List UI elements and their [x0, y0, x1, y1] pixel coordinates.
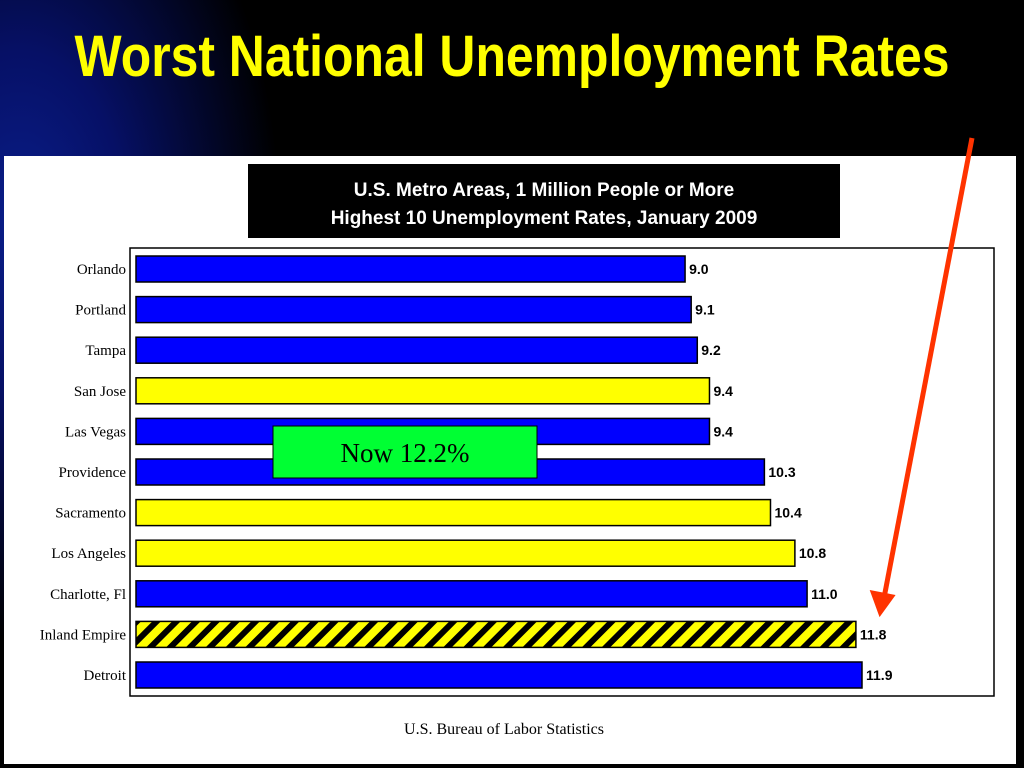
category-label: San Jose [74, 384, 126, 400]
value-label: 11.0 [811, 586, 838, 602]
value-label: 9.1 [695, 302, 715, 318]
value-label: 10.8 [799, 545, 826, 561]
value-label: 9.4 [713, 383, 733, 399]
category-label: Los Angeles [51, 546, 126, 562]
callout-text: Now 12.2% [341, 438, 470, 468]
value-label: 11.9 [866, 667, 893, 683]
category-label: Las Vegas [65, 424, 126, 440]
chart-title: U.S. Metro Areas, 1 Million People or Mo… [354, 180, 734, 201]
callout-box [272, 425, 538, 479]
category-label: Portland [75, 303, 126, 319]
bar-chart: U.S. Metro Areas, 1 Million People or Mo… [40, 164, 995, 738]
bar-orlando [135, 255, 686, 283]
value-label: 9.4 [713, 423, 733, 439]
category-label: Tampa [85, 343, 126, 359]
value-labels-layer: 9.0 9.1 9.2 9.4 9.4 10.3 10.4 10.8 11.0 11.8 11.9 [689, 261, 893, 683]
category-label: Inland Empire [40, 627, 127, 643]
category-label: Orlando [77, 262, 126, 278]
value-label: 10.4 [774, 505, 801, 521]
chart-subtitle: Highest 10 Unemployment Rates, January 2… [331, 208, 758, 229]
bar-detroit [135, 661, 863, 689]
value-label: 9.0 [689, 261, 709, 277]
bar-los-angeles [135, 539, 796, 567]
bar-portland [135, 295, 692, 324]
value-label: 9.2 [701, 342, 721, 358]
chart-title-box [248, 164, 840, 238]
category-label: Providence [59, 465, 127, 481]
slide-title: Worst National Unemployment Rates [74, 24, 950, 89]
chart-panel: U.S. Metro Areas, 1 Million People or Mo… [4, 156, 1016, 764]
category-labels-layer: Orlando Portland Tampa San Jose Las Vegas Pro… [40, 262, 127, 684]
bar-tampa [135, 336, 699, 364]
bar-san-jose [135, 377, 711, 405]
source-note: U.S. Bureau of Labor Statistics [404, 721, 604, 738]
bar-sacramento [135, 498, 772, 527]
value-label: 11.8 [860, 626, 887, 642]
bars-layer [135, 255, 863, 689]
category-label: Detroit [84, 668, 127, 684]
category-label: Charlotte, Fl [50, 587, 126, 603]
bar-charlotte-fl [135, 580, 808, 608]
bar-inland-empire [135, 620, 857, 649]
value-label: 10.3 [768, 464, 795, 480]
category-label: Sacramento [55, 506, 126, 522]
